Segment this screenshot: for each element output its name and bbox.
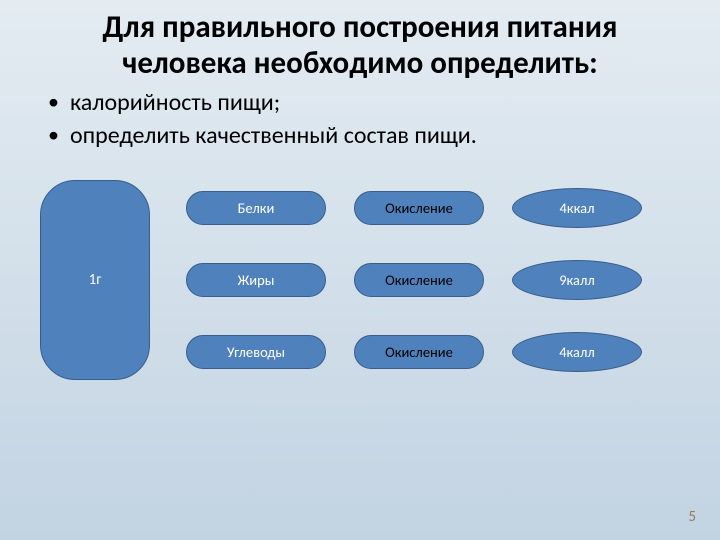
- energy-label: 9калл: [559, 271, 595, 289]
- energy-ellipse: 9калл: [512, 260, 642, 300]
- diagram-row: Белки Окисление 4ккал: [186, 188, 680, 228]
- one-gram-box: 1г: [40, 180, 150, 380]
- process-pill: Окисление: [354, 263, 484, 297]
- process-pill: Окисление: [354, 191, 484, 225]
- nutrient-label: Белки: [238, 199, 275, 217]
- slide: Для правильного построения питания челов…: [0, 0, 720, 540]
- energy-label: 4ккал: [560, 199, 595, 217]
- energy-label: 4калл: [559, 343, 595, 361]
- nutrient-pill: Белки: [186, 191, 326, 225]
- slide-title: Для правильного построения питания челов…: [40, 10, 680, 81]
- bullet-list: калорийность пищи; определить качественн…: [40, 87, 680, 152]
- bullet-item: определить качественный состав пищи.: [48, 120, 680, 152]
- process-pill: Окисление: [354, 335, 484, 369]
- nutrient-label: Углеводы: [227, 343, 285, 361]
- diagram-row: Углеводы Окисление 4калл: [186, 332, 680, 372]
- one-gram-label: 1г: [89, 271, 102, 289]
- diagram-rows: Белки Окисление 4ккал Жиры Окисление 9ка…: [186, 180, 680, 380]
- energy-ellipse: 4калл: [512, 332, 642, 372]
- nutrient-pill: Жиры: [186, 263, 326, 297]
- process-label: Окисление: [385, 199, 453, 217]
- bullet-item: калорийность пищи;: [48, 87, 680, 119]
- page-number: 5: [688, 508, 696, 526]
- nutrient-pill: Углеводы: [186, 335, 326, 369]
- nutrient-label: Жиры: [238, 271, 275, 289]
- nutrition-diagram: 1г Белки Окисление 4ккал Жиры Окисл: [40, 180, 680, 380]
- process-label: Окисление: [385, 271, 453, 289]
- diagram-row: Жиры Окисление 9калл: [186, 260, 680, 300]
- energy-ellipse: 4ккал: [512, 188, 642, 228]
- process-label: Окисление: [385, 343, 453, 361]
